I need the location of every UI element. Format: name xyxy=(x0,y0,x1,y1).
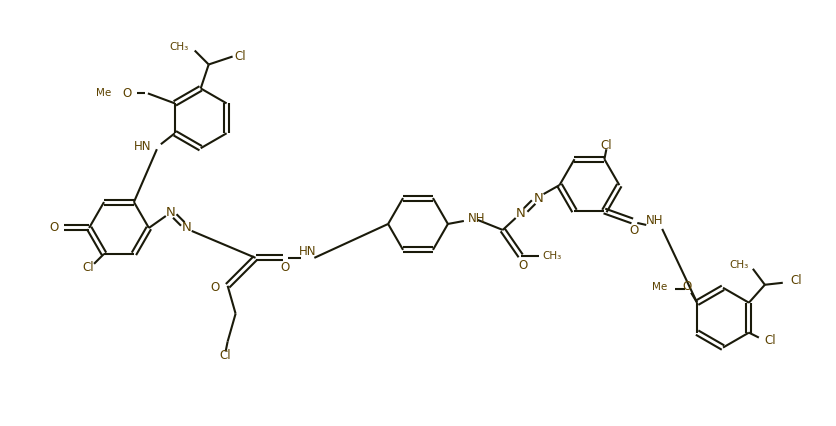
Text: O: O xyxy=(49,222,59,234)
Text: Cl: Cl xyxy=(82,261,94,274)
Text: NH: NH xyxy=(645,214,662,227)
Text: CH₃: CH₃ xyxy=(729,260,748,270)
Text: O: O xyxy=(122,87,131,100)
Text: HN: HN xyxy=(133,140,150,153)
Text: Me: Me xyxy=(651,282,666,292)
Text: O: O xyxy=(681,280,691,293)
Text: N: N xyxy=(181,222,191,234)
Text: Me: Me xyxy=(95,88,111,98)
Text: Cl: Cl xyxy=(764,334,776,347)
Text: N: N xyxy=(515,207,525,221)
Text: Cl: Cl xyxy=(220,349,232,362)
Text: O: O xyxy=(210,281,219,294)
Text: HN: HN xyxy=(298,245,316,259)
Text: CH₃: CH₃ xyxy=(542,251,561,261)
Text: N: N xyxy=(533,192,543,204)
Text: O: O xyxy=(629,225,638,237)
Text: O: O xyxy=(517,259,527,272)
Text: N: N xyxy=(166,205,176,219)
Text: Cl: Cl xyxy=(234,50,246,63)
Text: O: O xyxy=(280,261,290,274)
Text: Cl: Cl xyxy=(600,139,611,152)
Text: NH: NH xyxy=(467,213,485,225)
Text: CH₃: CH₃ xyxy=(170,42,189,52)
Text: Cl: Cl xyxy=(790,274,802,287)
